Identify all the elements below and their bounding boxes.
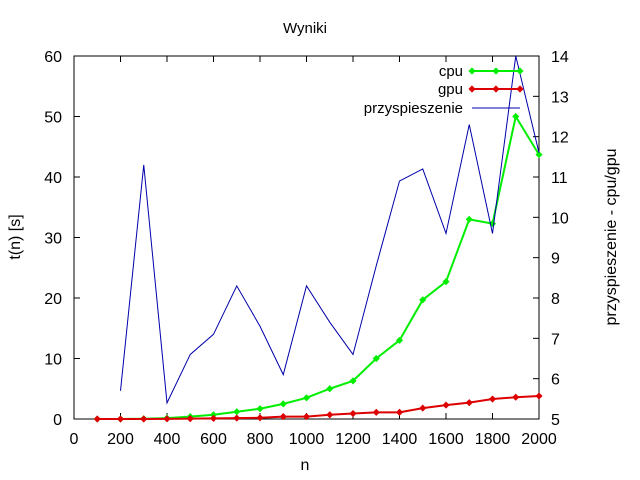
data-point-cpu (349, 377, 357, 385)
data-point-cpu (233, 408, 241, 416)
legend-label-cpu: cpu (439, 63, 463, 80)
data-point-gpu (163, 415, 171, 423)
series-line-cpu (97, 113, 540, 420)
data-point-cpu (442, 278, 450, 286)
data-point-gpu (488, 395, 497, 403)
data-point-gpu (535, 392, 543, 400)
data-point-cpu (302, 394, 311, 402)
y-tick-label: 40 (44, 170, 62, 187)
series-przyspieszenie (120, 55, 540, 405)
data-point-cpu (419, 296, 427, 304)
data-point-gpu (140, 415, 148, 423)
data-point-cpu (279, 400, 287, 408)
y2-tick-label: 10 (551, 210, 569, 227)
legend-marker-cpu (468, 67, 476, 75)
series-line-gpu (97, 395, 540, 420)
x-tick-label: 400 (154, 431, 181, 448)
legend-label-przyspieszenie: przyspieszenie (364, 100, 463, 117)
data-point-cpu (256, 405, 264, 413)
x-tick-label: 1400 (382, 431, 418, 448)
data-point-gpu (93, 415, 101, 423)
x-tick-label: 0 (70, 431, 79, 448)
x-ticks: 0 200 400 600 800 1000 1200 1400 1600 1800 2000 (70, 56, 557, 448)
data-point-gpu (233, 414, 241, 422)
data-point-gpu (512, 393, 520, 401)
y2-tick-label: 8 (551, 291, 560, 308)
data-point-gpu (186, 415, 194, 423)
x-axis-label: n (301, 457, 310, 474)
series-layer (93, 55, 543, 423)
plot-frame (73, 55, 540, 420)
legend-marker-gpu (516, 85, 524, 93)
y-tick-label: 60 (44, 49, 62, 66)
data-point-cpu (395, 336, 404, 344)
y-tick-label: 30 (44, 231, 62, 248)
data-point-gpu (465, 399, 473, 407)
y-axis-label: t(n) [s] (7, 214, 24, 259)
y-ticks: 0 10 20 30 40 50 60 (44, 49, 80, 429)
data-point-gpu (349, 409, 357, 418)
data-point-cpu (326, 385, 334, 393)
x-tick-label: 1800 (475, 431, 511, 448)
data-point-gpu (116, 415, 125, 423)
y2-tick-label: 9 (551, 251, 560, 268)
data-point-gpu (372, 408, 380, 416)
data-point-gpu (395, 408, 404, 416)
y2-tick-label: 12 (551, 130, 569, 147)
legend-marker-gpu (468, 85, 476, 93)
data-point-cpu (512, 112, 520, 121)
y2-tick-label: 7 (551, 331, 560, 348)
y2-tick-label: 5 (551, 412, 560, 429)
y2-tick-label: 11 (551, 170, 568, 187)
data-point-gpu (279, 413, 287, 421)
x-tick-label: 600 (200, 431, 227, 448)
data-point-cpu (535, 151, 543, 159)
series-gpu (93, 392, 543, 423)
legend: cpu gpu przyspieszenie (364, 63, 524, 117)
legend-marker-cpu (492, 67, 500, 75)
x-tick-label: 1200 (335, 431, 371, 448)
y-tick-label: 20 (44, 291, 62, 308)
x-tick-label: 2000 (521, 431, 557, 448)
chart-title: Wyniki (283, 20, 327, 37)
y2-ticks: 5 6 7 8 9 10 11 12 13 14 (533, 49, 569, 429)
legend-markers-gpu (468, 85, 524, 93)
data-point-gpu (419, 404, 427, 412)
legend-marker-gpu (492, 85, 500, 93)
x-tick-label: 200 (107, 431, 134, 448)
data-point-gpu (442, 401, 450, 409)
y2-tick-label: 14 (551, 49, 569, 66)
y-tick-label: 10 (44, 352, 62, 369)
series-cpu (93, 112, 543, 423)
y-tick-label: 0 (53, 412, 62, 429)
legend-marker-cpu (516, 67, 524, 75)
x-tick-label: 1000 (289, 431, 325, 448)
x-tick-label: 1600 (428, 431, 464, 448)
data-point-cpu (465, 215, 473, 223)
data-point-gpu (326, 411, 334, 419)
y2-tick-label: 13 (551, 89, 569, 106)
y-tick-label: 50 (44, 110, 62, 127)
data-point-gpu (256, 414, 264, 422)
data-point-cpu (372, 354, 380, 363)
y2-tick-label: 6 (551, 372, 560, 389)
data-point-gpu (302, 413, 311, 421)
data-point-gpu (209, 414, 218, 422)
series-line-przyspieszenie (120, 55, 540, 405)
x-tick-label: 800 (247, 431, 274, 448)
legend-markers-cpu (468, 67, 524, 75)
y2-axis-label: przyspieszenie - cpu/gpu (603, 149, 620, 326)
legend-label-gpu: gpu (438, 81, 463, 98)
